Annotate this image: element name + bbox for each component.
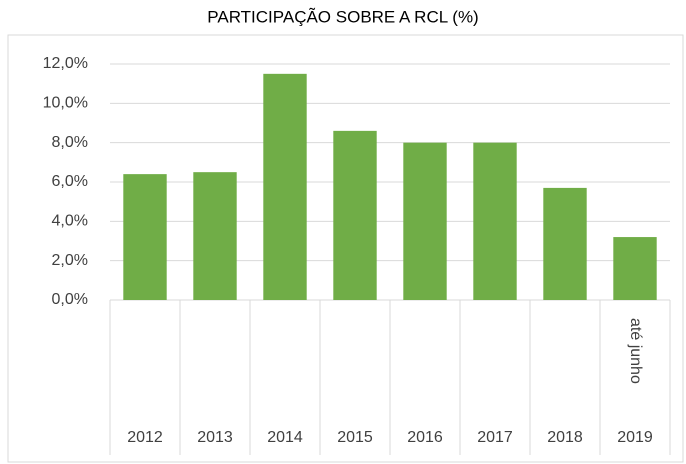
bar	[543, 187, 587, 300]
x-tick-label: 2017	[477, 429, 513, 446]
y-tick-label: 2,0%	[52, 252, 88, 269]
bar	[473, 142, 517, 300]
bar	[333, 130, 377, 300]
bar	[193, 172, 237, 300]
y-tick-label: 8,0%	[52, 134, 88, 151]
x-subcategory-label: até junho	[627, 318, 644, 384]
x-tick-label: 2014	[267, 429, 303, 446]
y-tick-label: 0,0%	[52, 291, 88, 308]
x-tick-label: 2018	[547, 429, 583, 446]
chart-title: PARTICIPAÇÃO SOBRE A RCL (%)	[207, 7, 478, 26]
bar	[403, 142, 447, 300]
x-tick-label: 2015	[337, 429, 373, 446]
bar	[613, 237, 657, 300]
x-tick-label: 2012	[127, 429, 163, 446]
x-tick-label: 2013	[197, 429, 233, 446]
x-tick-label: 2016	[407, 429, 443, 446]
x-tick-label: 2019	[617, 429, 653, 446]
y-tick-label: 4,0%	[52, 213, 88, 230]
y-tick-label: 10,0%	[43, 95, 88, 112]
y-tick-label: 12,0%	[43, 55, 88, 72]
bar	[263, 73, 307, 300]
y-tick-label: 6,0%	[52, 173, 88, 190]
bar	[123, 174, 167, 300]
